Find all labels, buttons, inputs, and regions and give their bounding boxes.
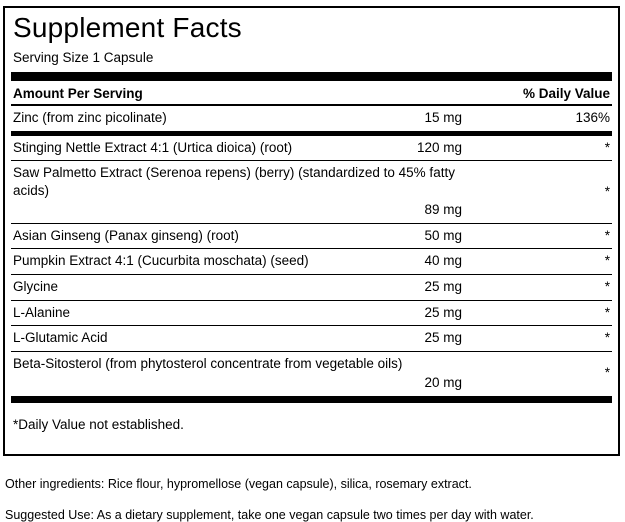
ingredient-daily-value: *: [604, 279, 610, 295]
ingredient-name: L-Alanine: [13, 304, 71, 320]
ingredient-daily-value: *: [604, 365, 610, 381]
ingredient-amount: 120 mg: [416, 139, 462, 155]
table-row: Asian Ginseng (Panax ginseng) (root) 50 m…: [11, 224, 612, 250]
row-main: Beta-Sitosterol (from phytosterol concen…: [13, 355, 462, 392]
separator-bar-medium: [11, 130, 612, 136]
ingredient-daily-value: *: [604, 304, 610, 320]
table-row: Beta-Sitosterol (from phytosterol concen…: [11, 352, 612, 396]
ingredient-daily-value: *: [604, 139, 610, 155]
table-row: L-Glutamic Acid 25 mg *: [11, 326, 612, 352]
ingredient-name: L-Glutamic Acid: [13, 330, 108, 346]
table-row: Saw Palmetto Extract (Serenoa repens) (b…: [11, 161, 612, 224]
separator-bar-top: [11, 72, 612, 82]
ingredient-name: Stinging Nettle Extract 4:1 (Urtica dioi…: [13, 139, 293, 155]
ingredient-amount: 15 mg: [424, 110, 462, 126]
table-row: L-Alanine 25 mg *: [11, 301, 612, 327]
table-header-row: Amount Per Serving % Daily Value: [11, 81, 612, 107]
ingredient-daily-value: *: [604, 183, 610, 199]
separator-bar-bottom: [11, 395, 612, 403]
row-main: Saw Palmetto Extract (Serenoa repens) (b…: [13, 164, 462, 219]
ingredient-daily-value: *: [604, 330, 610, 346]
ingredient-amount: 20 mg: [424, 375, 462, 391]
ingredient-name: Zinc (from zinc picolinate): [13, 110, 167, 126]
table-row: Glycine 25 mg *: [11, 275, 612, 301]
daily-value-footnote: *Daily Value not established.: [13, 416, 184, 432]
table-row: Stinging Nettle Extract 4:1 (Urtica dioi…: [11, 136, 612, 162]
ingredient-amount: 89 mg: [424, 202, 462, 218]
table-row: Pumpkin Extract 4:1 (Cucurbita moschata)…: [11, 249, 612, 276]
serving-size: Serving Size 1 Capsule: [13, 50, 154, 66]
amount-per-serving-header: Amount Per Serving: [13, 86, 143, 102]
ingredient-name: Pumpkin Extract 4:1 (Cucurbita moschata)…: [13, 253, 309, 269]
table-row: Zinc (from zinc picolinate) 15 mg 136%: [11, 106, 612, 131]
row-main: Zinc (from zinc picolinate) 15 mg: [13, 109, 462, 127]
ingredient-rows: Stinging Nettle Extract 4:1 (Urtica dioi…: [11, 136, 612, 396]
ingredient-amount: 25 mg: [424, 330, 462, 346]
row-main: Asian Ginseng (Panax ginseng) (root) 50 m…: [13, 227, 462, 245]
ingredient-name: Asian Ginseng (Panax ginseng) (root): [13, 227, 239, 243]
ingredient-daily-value: *: [604, 253, 610, 269]
ingredient-daily-value: *: [604, 227, 610, 243]
row-main: L-Alanine 25 mg: [13, 304, 462, 322]
ingredient-name: Saw Palmetto Extract (Serenoa repens) (b…: [13, 165, 455, 198]
ingredient-name: Beta-Sitosterol (from phytosterol concen…: [13, 355, 403, 371]
ingredient-amount: 50 mg: [424, 227, 462, 243]
ingredient-amount: 40 mg: [424, 253, 462, 269]
ingredient-amount: 25 mg: [424, 304, 462, 320]
ingredient-daily-value: 136%: [575, 110, 610, 126]
row-main: Pumpkin Extract 4:1 (Cucurbita moschata)…: [13, 252, 462, 270]
panel-title: Supplement Facts: [13, 12, 242, 43]
other-ingredients-text: Other ingredients: Rice flour, hypromell…: [5, 476, 472, 491]
supplement-facts-panel: Supplement Facts Serving Size 1 Capsule …: [3, 6, 620, 456]
row-main: Stinging Nettle Extract 4:1 (Urtica dioi…: [13, 139, 462, 157]
ingredient-name: Glycine: [13, 279, 59, 295]
daily-value-header: % Daily Value: [522, 86, 610, 102]
row-main: Glycine 25 mg: [13, 278, 462, 296]
suggested-use-text: Suggested Use: As a dietary supplement, …: [5, 507, 534, 522]
row-main: L-Glutamic Acid 25 mg: [13, 329, 462, 347]
ingredient-amount: 25 mg: [424, 279, 462, 295]
